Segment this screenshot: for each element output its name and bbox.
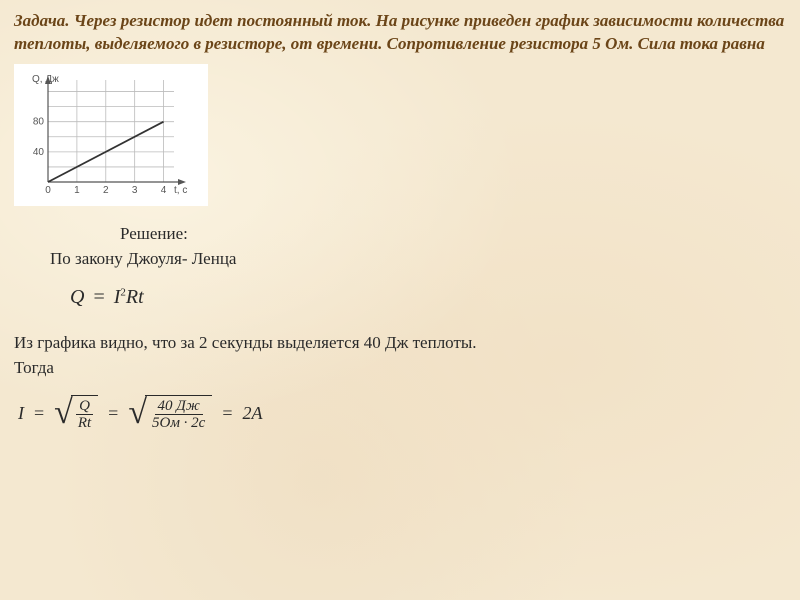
q-tail: Rt [126,286,144,308]
frac-2: 40 Дж 5Ом · 2с [149,398,208,432]
frac2-den: 5Ом · 2с [149,415,208,432]
svg-text:80: 80 [33,117,45,128]
svg-text:0: 0 [45,185,51,196]
equals-2: = [30,403,48,424]
i-result: 2А [242,403,262,424]
svg-text:3: 3 [132,185,138,196]
solution-block: Решение: По закону Джоуля- Ленца Q = I2R… [40,221,800,312]
reading-line1: Из графика видно, что за 2 секунды выдел… [14,330,800,356]
svg-text:4: 4 [161,185,167,196]
heat-vs-time-chart: 0 1 2 3 4 40 80 Q, Дж t, c [20,70,200,200]
problem-text: Задача. Через резистор идет постоянный т… [14,11,784,53]
q-lhs: Q [70,286,84,308]
problem-statement: Задача. Через резистор идет постоянный т… [0,0,800,56]
sqrt-2: √ 40 Дж 5Ом · 2с [128,395,212,432]
formula-i: I = √ Q Rt = √ 40 Дж 5Ом · 2с = 2А [18,395,800,432]
svg-text:40: 40 [33,147,45,158]
frac1-den: Rt [75,415,94,432]
frac-1: Q Rt [75,398,94,432]
equals-4: = [218,403,236,424]
frac1-num: Q [76,398,93,416]
svg-text:t, c: t, c [174,185,187,196]
sqrt-1: √ Q Rt [54,395,98,432]
svg-text:2: 2 [103,185,109,196]
reading-line2: Тогда [14,355,800,381]
equals-1: = [89,286,108,308]
solution-label: Решение: [120,221,800,247]
graph-reading: Из графика видно, что за 2 секунды выдел… [14,330,800,381]
equals-3: = [104,403,122,424]
i-lhs: I [18,403,24,424]
svg-text:Q, Дж: Q, Дж [32,74,59,85]
svg-text:1: 1 [74,185,80,196]
law-text: По закону Джоуля- Ленца [50,246,800,272]
formula-q: Q = I2Rt [70,282,800,312]
chart-container: 0 1 2 3 4 40 80 Q, Дж t, c [14,64,208,206]
frac2-num: 40 Дж [155,398,203,416]
